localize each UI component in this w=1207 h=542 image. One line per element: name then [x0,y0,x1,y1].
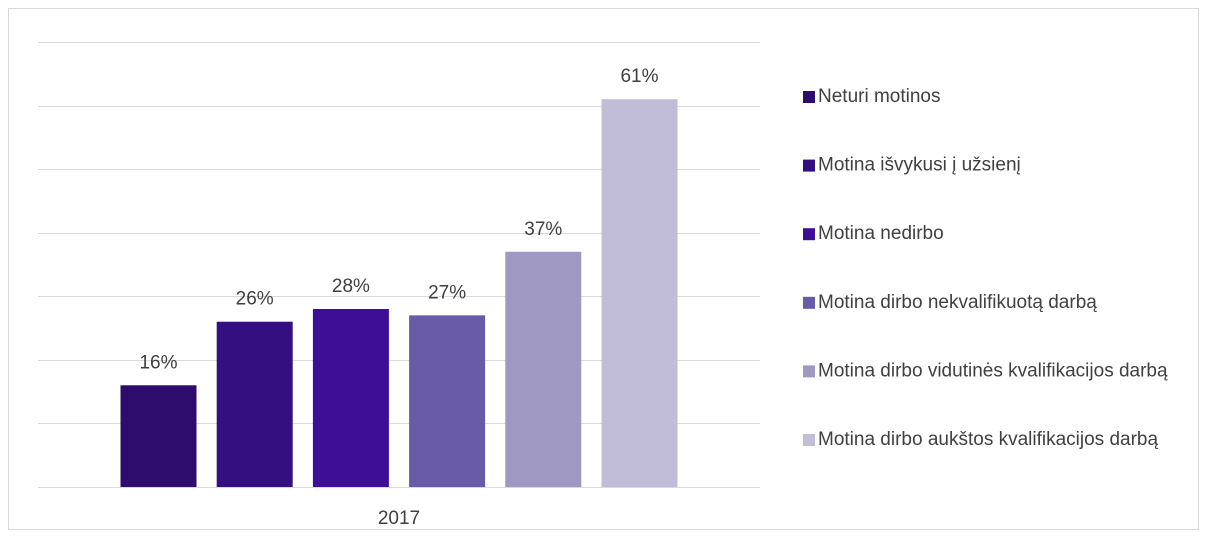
x-tick-label: 2017 [378,508,420,529]
legend-label: Neturi motinos [818,86,941,107]
data-label: 27% [428,282,466,303]
legend-label: Motina dirbo aukštos kvalifikacijos darb… [818,429,1158,450]
bar [216,321,293,487]
data-label: 26% [236,289,274,310]
data-label: 16% [139,352,177,373]
legend-label: Motina dirbo vidutinės kvalifikacijos da… [818,360,1168,381]
bar [409,315,486,487]
bar [601,99,678,487]
legend-label: Motina išvykusi į užsienį [818,155,1021,176]
legend-swatch [803,91,815,103]
legend-swatch [803,159,815,172]
legend-swatch [803,228,815,241]
bar [120,385,197,487]
data-label: 28% [332,276,370,297]
legend-label: Motina dirbo nekvalifikuotą darbą [818,292,1097,313]
data-label: 61% [620,66,658,87]
legend-label: Motina nedirbo [818,223,944,244]
legend-swatch [803,434,815,446]
data-label: 37% [524,219,562,240]
legend-swatch [803,365,815,378]
bar [505,251,582,487]
legend-swatch [803,296,815,309]
bar [312,309,389,487]
